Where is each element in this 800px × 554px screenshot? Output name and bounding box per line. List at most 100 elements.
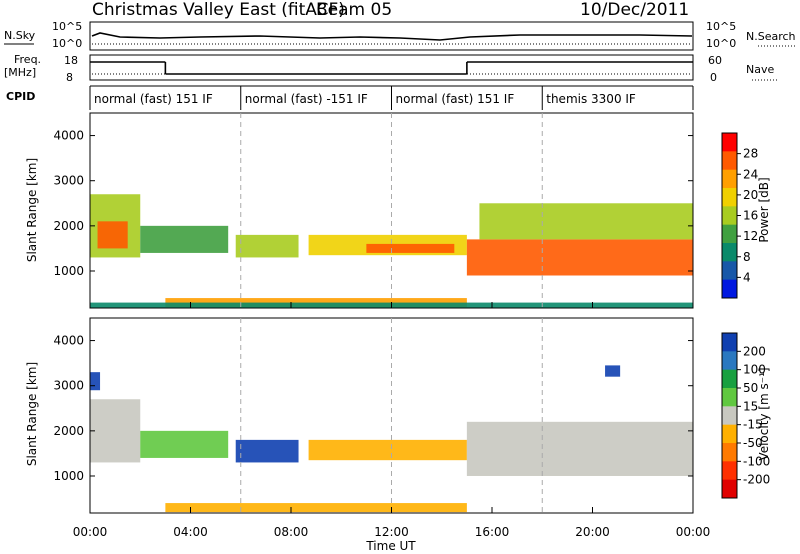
- xtick-label-0: 00:00: [73, 525, 108, 539]
- power-band-5: [366, 243, 455, 253]
- cpid-label: CPID: [6, 90, 35, 103]
- power-ylabel: Slant Range [km]: [25, 158, 39, 262]
- power-band-1: [97, 221, 128, 249]
- power-band-3: [235, 234, 299, 258]
- power-band-2: [140, 225, 229, 253]
- power-band-7: [479, 203, 693, 240]
- cpid-strip: CPID normal (fast) 151 IF normal (fast) -…: [6, 85, 694, 110]
- time-axis: 00:00 04:00 08:00 12:00 16:00 20:00 00:00: [73, 302, 711, 539]
- nave-tick-high: 60: [708, 54, 722, 67]
- velocity-colorbar-tick-label-0: 200: [743, 344, 766, 358]
- freq-unit: [MHz]: [4, 66, 36, 79]
- time-axis-label: Time UT: [365, 539, 416, 553]
- velocity-ytick-label-0: 4000: [53, 334, 84, 348]
- power-colorbar-label: Power [dB]: [757, 177, 771, 242]
- velocity-band-4: [466, 421, 693, 476]
- power-colorbar-tick-label-0: 28: [743, 147, 758, 161]
- power-colorbar-swatch-6: [722, 243, 737, 262]
- date-label: 10/Dec/2011: [580, 0, 689, 20]
- nsky-strip: N.Sky 10^5 10^0 10^5 10^0 N.Search: [4, 20, 796, 51]
- velocity-colorbar-tick-label-1: 100: [743, 363, 766, 377]
- power-colorbar-swatch-5: [722, 224, 737, 244]
- power-ytick-label-0: 4000: [53, 129, 84, 143]
- velocity-colorbar-tick-label-4: -15: [743, 418, 763, 432]
- freq-line: [90, 61, 693, 75]
- power-colorbar-tick-label-3: 16: [743, 209, 758, 223]
- velocity-colorbar-label: Velocity [m s⁻¹]: [757, 367, 771, 460]
- velocity-colorbar-swatch-7: [722, 461, 737, 481]
- velocity-colorbar-frame: [721, 332, 738, 499]
- velocity-ylabel: Slant Range [km]: [25, 362, 39, 466]
- cpid-segment-2: normal (fast) 151 IF: [396, 92, 515, 106]
- nsky-tick-low: 10^0: [52, 37, 82, 50]
- cpid-segment-0: normal (fast) 151 IF: [94, 92, 213, 106]
- xtick-label-6: 00:00: [676, 525, 711, 539]
- nsearch-tick-high: 10^5: [706, 20, 736, 33]
- velocity-ytick-label-2: 2000: [53, 424, 84, 438]
- nave-label: Nave: [746, 63, 774, 76]
- power-colorbar-tick-label-5: 8: [743, 250, 751, 264]
- velocity-ytick-label-3: 1000: [53, 469, 84, 483]
- power-colorbar-tick-label-4: 12: [743, 229, 758, 243]
- velocity-colorbar-swatch-2: [722, 369, 737, 389]
- xtick-label-4: 16:00: [475, 525, 510, 539]
- velocity-colorbar-swatch-6: [722, 443, 737, 462]
- power-colorbar-swatch-3: [722, 188, 737, 207]
- xtick-label-3: 12:00: [374, 525, 409, 539]
- power-ytick-label-3: 1000: [53, 264, 84, 278]
- velocity-colorbar-swatch-0: [722, 333, 737, 352]
- xtick-label-5: 20:00: [575, 525, 610, 539]
- power-panel: Slant Range [km] 4000 3000 2000 1000: [25, 112, 694, 309]
- velocity-colorbar-swatch-5: [722, 424, 737, 444]
- nsearch-label: N.Search: [746, 30, 796, 43]
- nsearch-tick-low: 10^0: [706, 37, 736, 50]
- velocity-band-3: [308, 439, 467, 461]
- power-colorbar-swatch-4: [722, 206, 737, 226]
- velocity-colorbar-tick-label-6: -100: [743, 454, 770, 468]
- velocity-band-0: [90, 399, 141, 463]
- velocity-band-2: [235, 439, 299, 463]
- velocity-colorbar-swatch-3: [722, 388, 737, 407]
- xtick-label-2: 08:00: [274, 525, 309, 539]
- xtick-label-1: 04:00: [173, 525, 208, 539]
- freq-tick-low: 8: [66, 71, 73, 84]
- freq-tick-high: 18: [64, 54, 78, 67]
- velocity-ytick-label-1: 3000: [53, 379, 84, 393]
- nave-tick-low: 0: [710, 71, 717, 84]
- cpid-segment-1: normal (fast) -151 IF: [245, 92, 368, 106]
- beam-label: Beam 05: [316, 0, 392, 20]
- power-colorbar-swatch-8: [722, 279, 737, 299]
- velocity-colorbar-swatch-1: [722, 351, 737, 371]
- velocity-band-5: [90, 372, 101, 391]
- station-title: Christmas Valley East (fitACF): [92, 0, 345, 20]
- power-colorbar-tick-label-6: 4: [743, 270, 751, 284]
- power-colorbar-swatch-2: [722, 169, 737, 189]
- velocity-band-7: [165, 503, 467, 513]
- nsky-tick-high: 10^5: [52, 20, 82, 33]
- power-colorbar-swatch-7: [722, 261, 737, 281]
- power-colorbar-tick-label-1: 24: [743, 167, 758, 181]
- power-colorbar-swatch-0: [722, 133, 737, 152]
- freq-label: Freq.: [14, 53, 41, 66]
- nsky-line: [91, 32, 693, 41]
- velocity-colorbar-tick-label-5: -50: [743, 436, 763, 450]
- velocity-band-1: [140, 430, 229, 458]
- velocity-colorbar: 200 100 50 15 -15 -50 -100 -200: [721, 332, 770, 499]
- freq-strip: Freq. [MHz] 18 8 60 0 Nave: [4, 53, 778, 84]
- velocity-panel: Slant Range [km] 4000 3000 2000 1000: [25, 317, 694, 514]
- velocity-colorbar-tick-label-3: 15: [743, 399, 758, 413]
- power-band-6: [466, 239, 693, 276]
- power-ytick-label-2: 2000: [53, 219, 84, 233]
- cpid-segment-3: themis 3300 IF: [546, 92, 636, 106]
- power-colorbar-swatch-1: [722, 151, 737, 171]
- velocity-colorbar-swatch-4: [722, 406, 737, 426]
- power-ytick-label-1: 3000: [53, 174, 84, 188]
- power-colorbar: 28 24 20 16 12 8 4: [721, 132, 758, 299]
- velocity-colorbar-tick-label-7: -200: [743, 473, 770, 487]
- velocity-colorbar-tick-label-2: 50: [743, 381, 758, 395]
- velocity-data: [90, 365, 693, 513]
- nsky-label: N.Sky: [4, 29, 36, 42]
- velocity-colorbar-swatch-8: [722, 479, 737, 499]
- velocity-band-6: [605, 365, 621, 377]
